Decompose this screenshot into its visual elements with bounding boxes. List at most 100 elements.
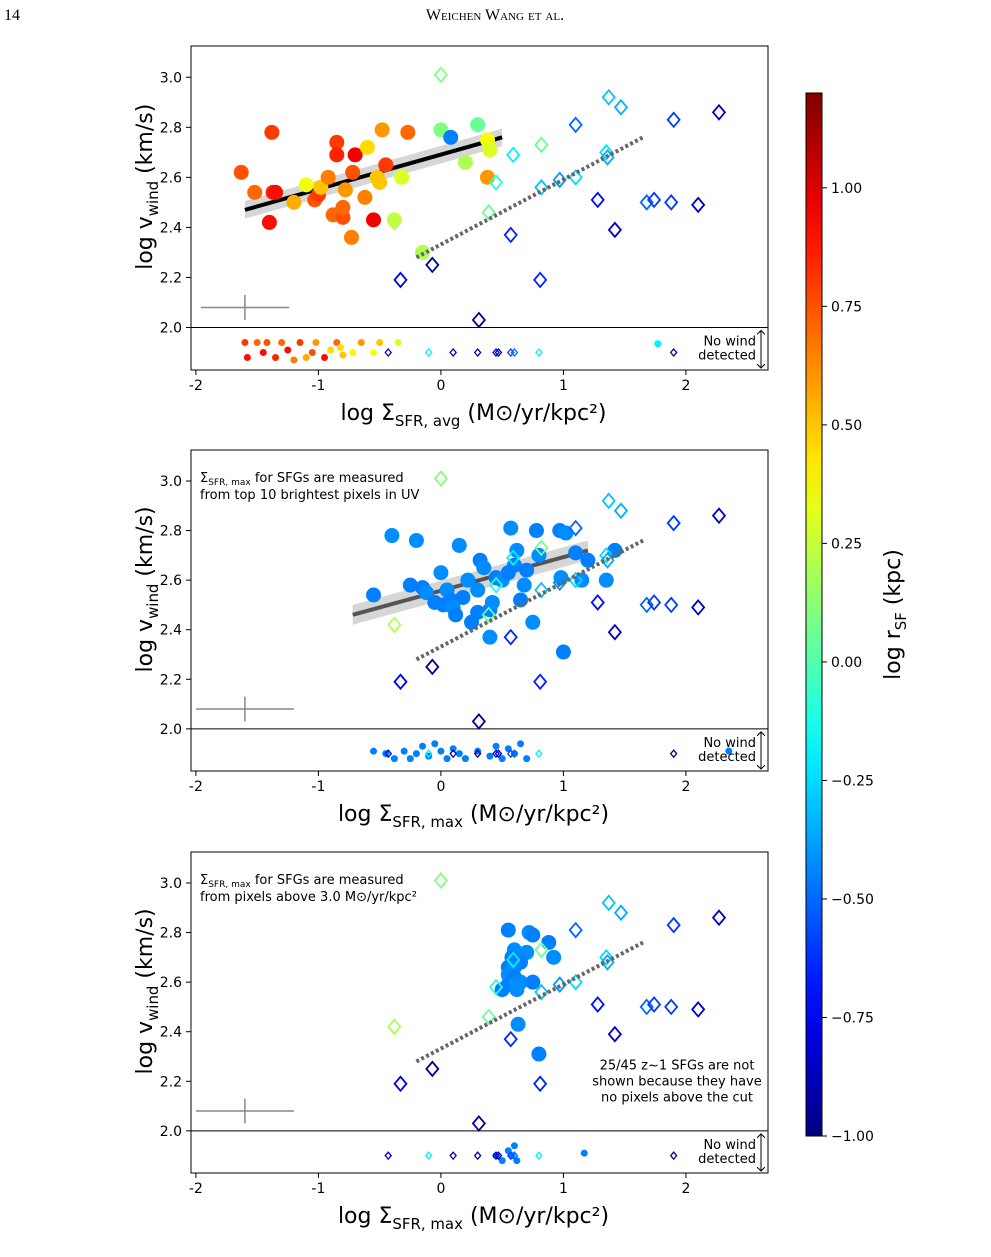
data-point: [546, 949, 562, 965]
data-diamond: [492, 749, 500, 759]
data-point: [402, 577, 418, 593]
data-point: [531, 1046, 547, 1062]
data-point: [233, 164, 249, 180]
data-point: [406, 755, 414, 763]
data-point: [482, 142, 498, 158]
label-subscript: wind: [144, 986, 162, 1021]
colorbar-tick-label: −0.75: [831, 1010, 874, 1026]
data-point: [433, 565, 449, 581]
data-point: [470, 582, 486, 598]
data-diamond: [669, 1151, 678, 1161]
data-point: [460, 572, 476, 588]
label-subscript: wind: [144, 584, 162, 619]
colorbar-tick-label: 0.25: [831, 536, 862, 552]
label-part: (km/s): [133, 506, 158, 583]
no-wind-label: No wind: [703, 334, 756, 349]
data-diamond: [639, 596, 654, 614]
y-tick-label: 3.0: [160, 876, 182, 892]
data-diamond: [711, 103, 727, 121]
data-diamond: [601, 492, 616, 510]
data-diamond: [646, 191, 662, 209]
data-diamond: [568, 571, 583, 589]
dotted-relation: [415, 538, 644, 662]
data-diamond: [492, 1151, 500, 1161]
data-point: [390, 755, 398, 763]
data-diamond: [473, 1151, 482, 1161]
data-diamond: [535, 347, 543, 357]
data-point: [455, 750, 463, 758]
data-diamond: [711, 909, 727, 927]
data-point: [374, 122, 390, 138]
y-tick-label: 2.0: [160, 320, 182, 336]
data-point: [296, 338, 304, 346]
data-diamond: [568, 973, 583, 991]
x-tick-label: -1: [311, 378, 325, 394]
data-point: [523, 755, 531, 763]
data-point: [264, 124, 280, 140]
label-subscript: SF: [892, 612, 910, 630]
data-point: [498, 1157, 506, 1165]
data-point: [378, 157, 394, 173]
x-tick-label: 0: [436, 378, 445, 394]
y-tick-label: 2.8: [160, 120, 182, 136]
data-diamond: [646, 594, 662, 611]
no-wind-label: detected: [698, 750, 756, 765]
data-point: [400, 124, 416, 140]
data-diamond: [481, 1008, 496, 1026]
data-point: [329, 147, 345, 163]
data-point: [510, 1016, 526, 1032]
data-diamond: [488, 978, 504, 996]
data-diamond: [535, 749, 543, 759]
data-diamond: [510, 347, 519, 357]
data-diamond: [481, 203, 496, 221]
data-point: [525, 927, 541, 943]
label-subscript: SFR, max: [392, 813, 463, 831]
data-diamond: [449, 749, 457, 759]
label-part: (M⊙/yr/kpc²): [463, 802, 609, 827]
data-point: [498, 755, 506, 763]
data-diamond: [492, 347, 500, 357]
data-point: [298, 177, 314, 193]
plot-frame: [190, 45, 769, 371]
data-diamond: [666, 916, 681, 934]
y-tick-label: 3.0: [160, 474, 182, 490]
data-point: [479, 169, 495, 185]
note-part: from top 10 brightest pixels in UV: [200, 488, 419, 503]
data-point: [541, 934, 557, 950]
data-diamond: [601, 894, 616, 912]
data-diamond: [534, 178, 549, 196]
data-diamond: [494, 1151, 503, 1161]
data-diamond: [494, 749, 503, 759]
data-diamond: [691, 599, 706, 616]
data-diamond: [607, 1025, 622, 1043]
data-point: [451, 537, 467, 553]
x-tick-label: -2: [189, 779, 203, 795]
label-subscript: wind: [144, 181, 162, 216]
data-diamond: [568, 519, 583, 537]
y-tick-label: 2.2: [160, 1074, 182, 1090]
data-diamond: [613, 502, 629, 520]
data-diamond: [590, 996, 605, 1013]
data-point: [359, 139, 375, 155]
data-point: [455, 589, 471, 605]
data-diamond: [533, 673, 548, 691]
x-axis-label: log ΣSFR, max (M⊙/yr/kpc²): [338, 802, 609, 831]
x-tick-label: 0: [436, 779, 445, 795]
data-point: [443, 755, 451, 763]
data-point: [329, 134, 345, 150]
data-diamond: [387, 1018, 402, 1036]
data-diamond: [568, 116, 583, 134]
data-point: [339, 351, 347, 359]
data-point: [525, 974, 541, 990]
data-diamond: [510, 1151, 519, 1161]
label-part: log Σ: [338, 802, 392, 827]
label-part: log Σ: [340, 401, 394, 426]
y-tick-label: 2.6: [160, 170, 182, 186]
data-point: [580, 552, 596, 568]
label-part: (km/s): [133, 104, 158, 181]
x-tick-label: 2: [681, 1181, 690, 1197]
note-part: SFR, max: [208, 880, 251, 890]
label-subscript: SFR, avg: [395, 412, 461, 430]
data-point: [500, 922, 516, 938]
data-diamond: [433, 470, 449, 487]
